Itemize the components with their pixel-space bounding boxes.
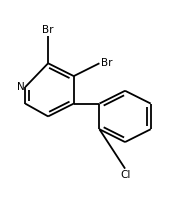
Text: Cl: Cl bbox=[120, 169, 130, 180]
Text: Br: Br bbox=[101, 58, 113, 68]
Text: Br: Br bbox=[42, 25, 54, 35]
Text: N: N bbox=[17, 82, 25, 92]
